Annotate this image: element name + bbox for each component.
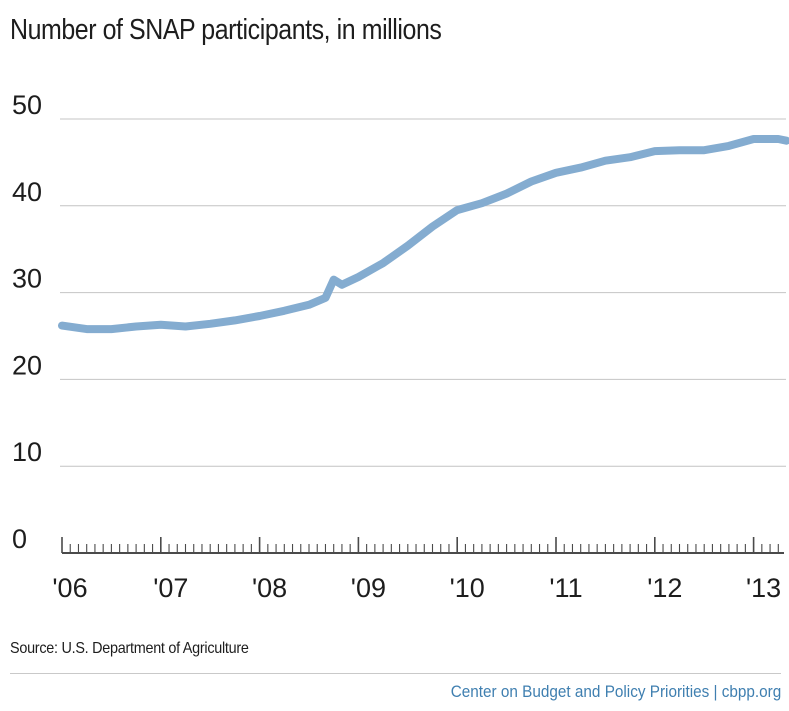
series-line (58, 135, 789, 334)
data-point (380, 260, 386, 266)
y-tick-label: 20 (12, 350, 42, 380)
source-note: Source: U.S. Department of Agriculture (10, 640, 249, 657)
data-point (331, 277, 337, 283)
data-point (306, 302, 312, 308)
x-tick-label: '09 (351, 573, 386, 603)
y-axis-tick-labels: 0 10 20 30 40 50 (12, 90, 42, 554)
series-layer (58, 135, 789, 334)
data-point (553, 170, 559, 176)
data-point (578, 165, 584, 171)
data-point (504, 191, 510, 197)
x-axis-tick-labels: '06 '07 '08 '09 '10 '11 '12 '13 (52, 573, 781, 603)
data-point (454, 207, 460, 213)
data-point (84, 326, 90, 332)
x-tick-label: '11 (549, 573, 582, 603)
data-point (108, 326, 114, 332)
data-point (281, 308, 287, 314)
x-tick-label: '06 (52, 573, 87, 603)
data-point (133, 324, 139, 329)
x-tick-label: '08 (252, 573, 287, 603)
data-point (183, 324, 188, 329)
data-point (405, 243, 411, 249)
data-point (257, 313, 263, 319)
footer-divider (10, 673, 781, 674)
data-point (726, 143, 732, 149)
chart-title: Number of SNAP participants, in millions (10, 14, 442, 46)
data-point (775, 136, 781, 142)
data-point (652, 148, 658, 154)
data-point (751, 136, 757, 142)
credit-line: Center on Budget and Policy Priorities |… (450, 682, 781, 701)
data-point (528, 179, 534, 184)
data-point (479, 200, 485, 206)
data-point (627, 154, 633, 160)
data-point (602, 158, 608, 164)
x-tick-label: '07 (153, 573, 188, 603)
y-tick-label: 50 (12, 90, 42, 120)
x-axis (61, 537, 784, 554)
data-point (701, 147, 707, 153)
data-point (430, 224, 435, 230)
data-point (207, 321, 213, 327)
data-point (232, 317, 238, 323)
x-tick-label: '12 (647, 573, 682, 603)
y-tick-label: 30 (12, 264, 42, 294)
data-point (784, 138, 789, 144)
data-point (355, 274, 361, 280)
y-tick-label: 0 (12, 524, 27, 554)
data-point (339, 282, 345, 288)
x-tick-label: '10 (450, 573, 485, 603)
data-point (677, 147, 682, 153)
gridlines (60, 118, 786, 467)
x-tick-label: '13 (746, 573, 781, 603)
data-point (158, 322, 164, 328)
y-tick-label: 40 (12, 177, 42, 207)
data-point (323, 295, 328, 301)
data-point (59, 323, 65, 329)
line-chart: 0 10 20 30 40 50 '06 '07 '08 '09 '10 '11 '12 '13 (12, 90, 789, 603)
y-tick-label: 10 (12, 437, 42, 467)
